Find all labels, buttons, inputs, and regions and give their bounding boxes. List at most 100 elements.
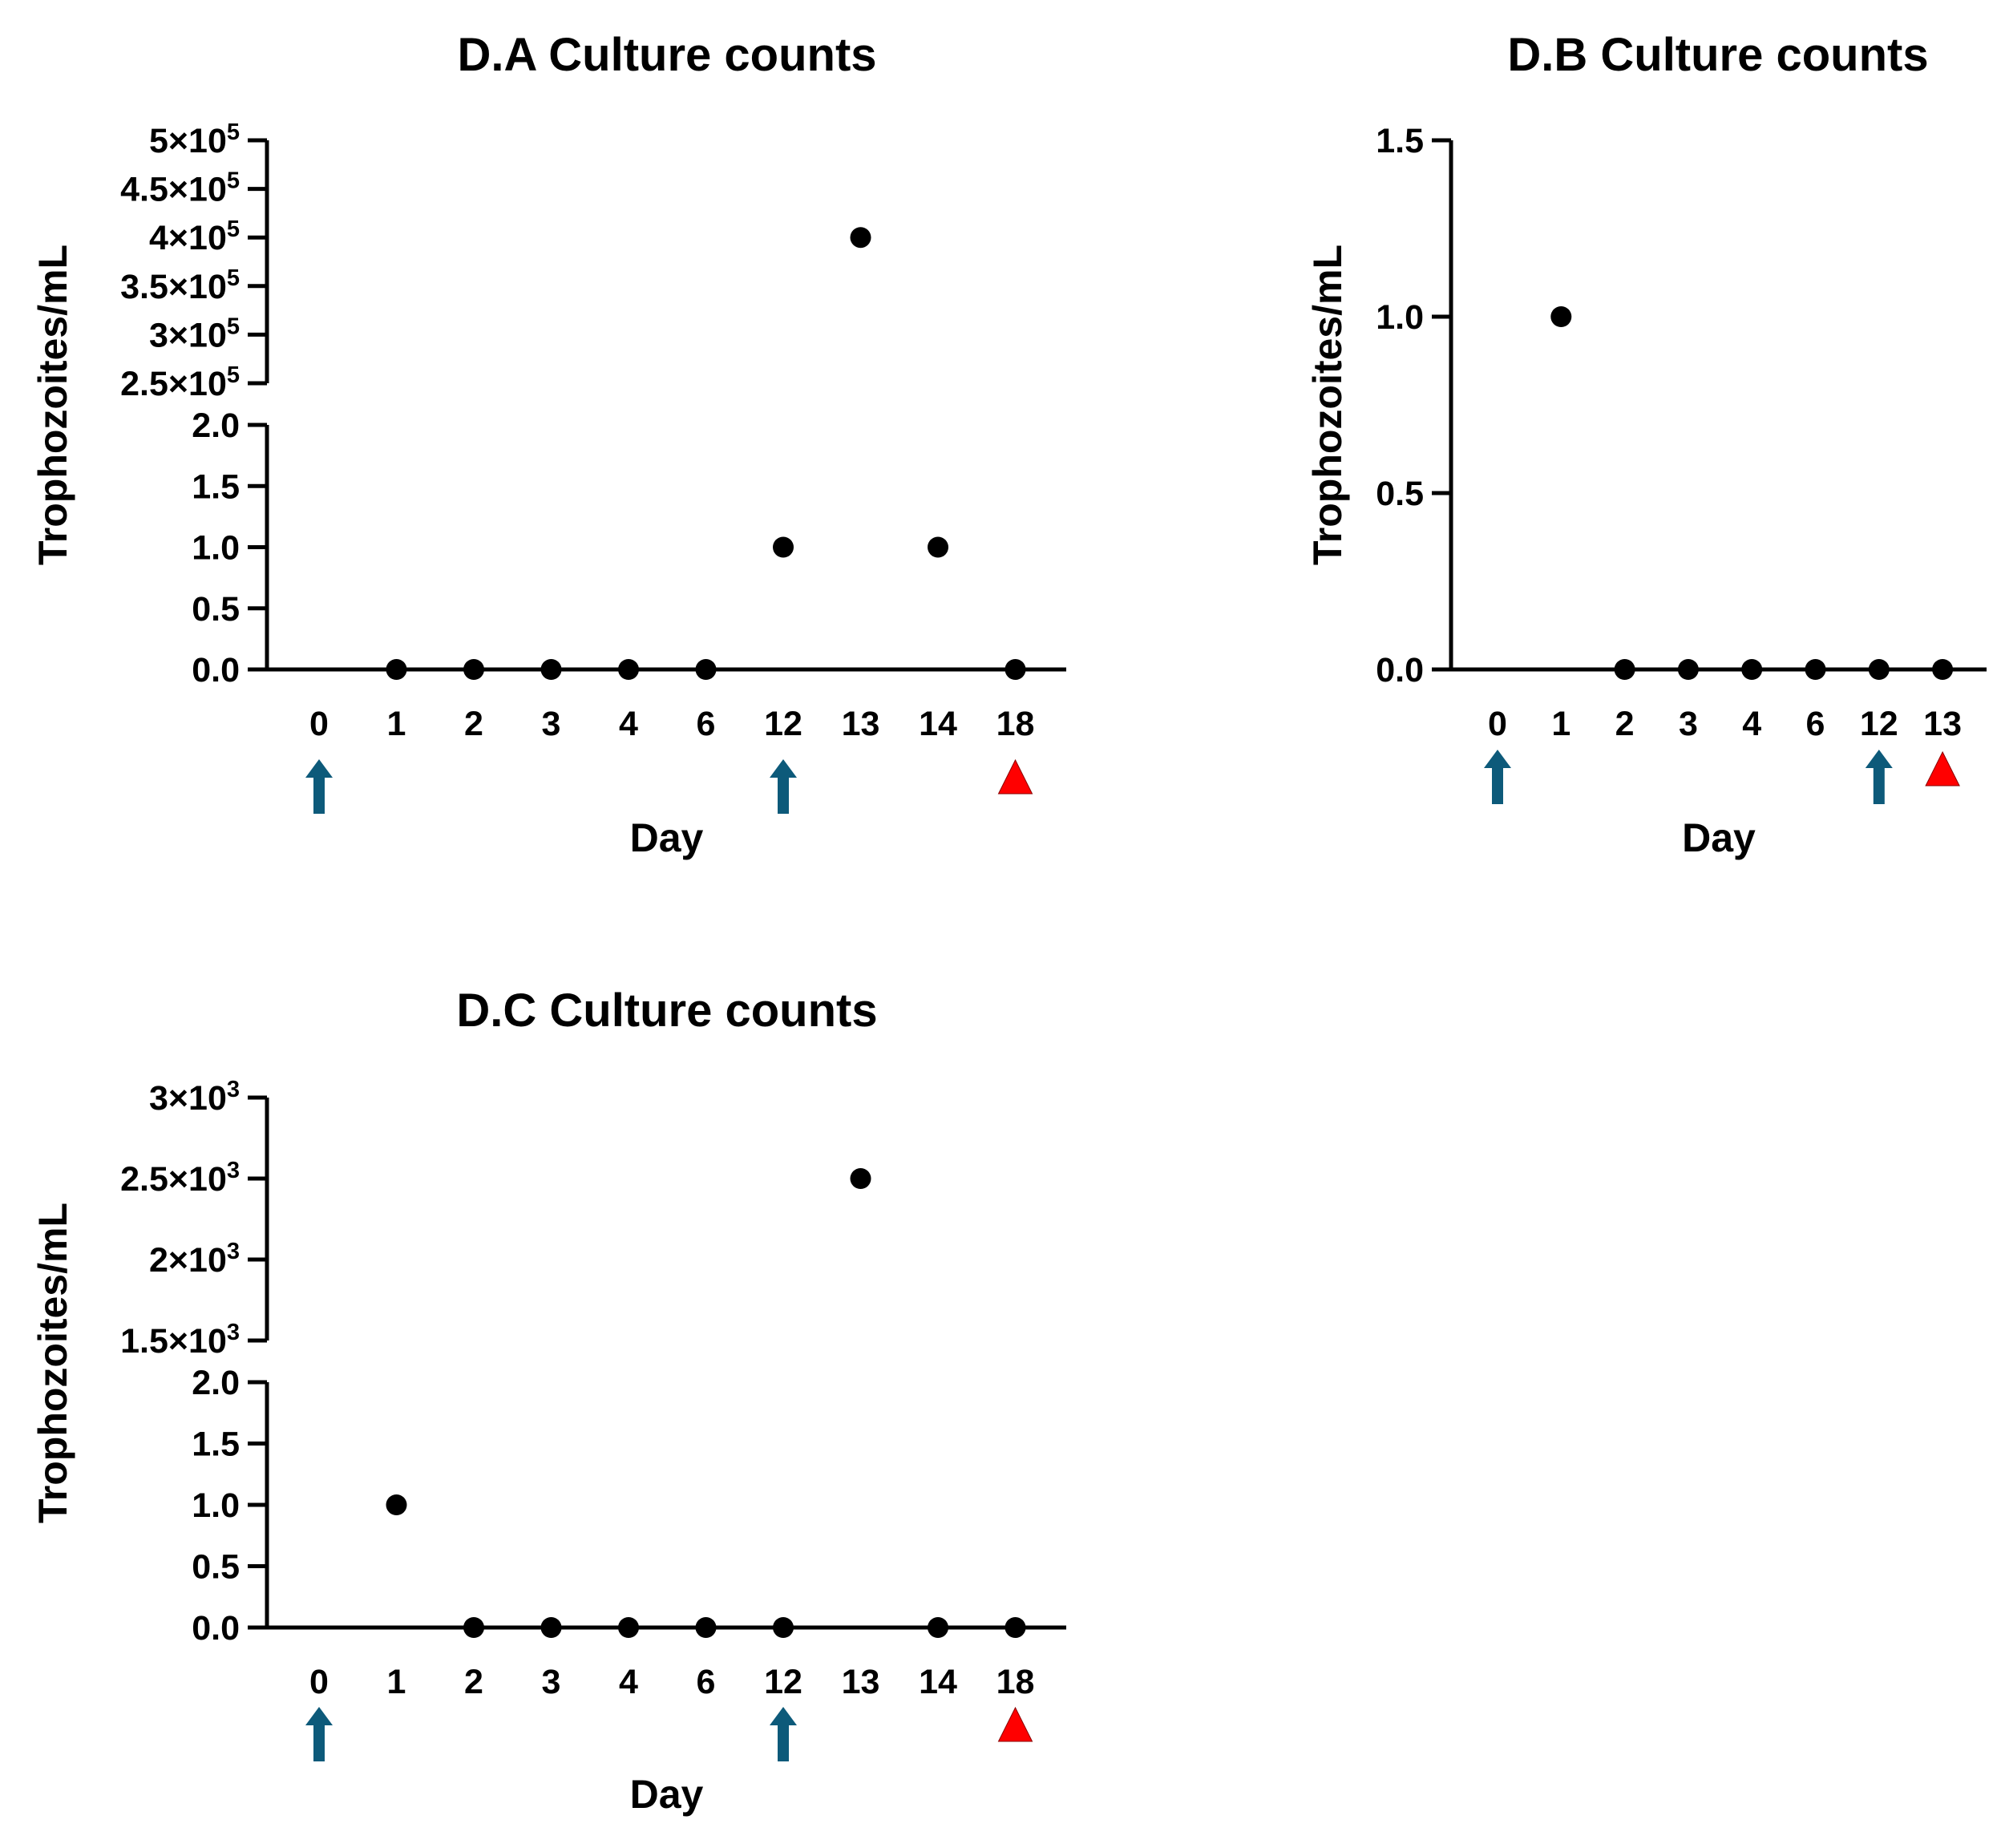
x-tick-label: 12 <box>764 705 802 743</box>
x-tick-label: 3 <box>542 705 561 743</box>
x-tick-label: 6 <box>697 1663 716 1701</box>
data-point <box>540 1617 562 1638</box>
data-point <box>1741 659 1763 680</box>
up-arrow-icon <box>770 1707 797 1761</box>
chart-title: D.A Culture counts <box>457 29 876 81</box>
y-tick-label: 3×105 <box>149 313 240 354</box>
y-tick-label: 0.5 <box>1376 475 1424 513</box>
data-point <box>773 1617 794 1638</box>
y-tick-exponent: 3 <box>227 1158 240 1183</box>
y-tick-label: 2.5×103 <box>120 1158 240 1199</box>
data-point <box>1005 659 1026 680</box>
y-tick-mantissa: 3×10 <box>149 1079 227 1118</box>
x-axis-label: Day <box>630 815 704 860</box>
x-tick-label: 4 <box>1742 705 1761 743</box>
red-triangle-icon <box>997 1706 1033 1742</box>
data-point <box>1868 659 1890 680</box>
up-arrow-icon <box>305 759 333 814</box>
y-tick-mantissa: 3.5×10 <box>120 268 227 306</box>
up-arrow-icon <box>770 759 797 814</box>
x-tick-label: 3 <box>1679 705 1698 743</box>
data-point <box>1677 659 1699 680</box>
y-tick-label: 1.5 <box>192 1425 240 1464</box>
x-tick-label: 2 <box>464 705 483 743</box>
y-tick-mantissa: 2×10 <box>149 1241 227 1280</box>
x-tick-label: 12 <box>764 1663 802 1701</box>
y-tick-label: 3.5×105 <box>120 265 240 306</box>
data-point <box>928 536 948 558</box>
up-arrow-icon <box>1865 750 1893 804</box>
y-tick-label: 1.5×103 <box>120 1320 240 1361</box>
y-tick-mantissa: 2.5×10 <box>120 365 227 403</box>
y-tick-exponent: 5 <box>227 168 240 194</box>
y-tick-label: 0.5 <box>192 1548 240 1587</box>
y-tick-label: 5×105 <box>149 119 240 160</box>
data-point <box>386 1494 407 1515</box>
x-tick-label: 13 <box>1923 705 1962 743</box>
chart-panel-1: D.B Culture counts Trophozoites/mL 0.0 0.5 1… <box>1305 29 1987 860</box>
y-tick-exponent: 5 <box>227 119 240 145</box>
y-tick-mantissa: 4×10 <box>149 219 227 257</box>
y-tick-label: 3×103 <box>149 1077 240 1118</box>
x-tick-label: 6 <box>1806 705 1825 743</box>
y-tick-label: 1.0 <box>192 529 240 568</box>
up-arrow-icon <box>305 1707 333 1761</box>
y-tick-label: 0.0 <box>1376 651 1424 689</box>
y-tick-mantissa: 1.5×10 <box>120 1322 227 1361</box>
x-tick-label: 4 <box>619 1663 638 1701</box>
chart-title: D.B Culture counts <box>1507 29 1928 81</box>
y-tick-label: 1.5 <box>1376 122 1424 160</box>
y-axis-label: Trophozoites/mL <box>1305 245 1350 565</box>
x-tick-label: 1 <box>1551 705 1570 743</box>
data-point <box>618 1617 639 1638</box>
y-tick-label: 4.5×105 <box>120 168 240 209</box>
data-point <box>618 659 639 680</box>
x-tick-label: 2 <box>464 1663 483 1701</box>
y-tick-label: 0.5 <box>192 590 240 629</box>
y-tick-exponent: 5 <box>227 362 240 388</box>
x-tick-label: 6 <box>697 705 716 743</box>
x-tick-label: 14 <box>919 705 957 743</box>
y-tick-exponent: 5 <box>227 216 240 242</box>
data-point <box>1550 306 1572 327</box>
y-tick-label: 4×105 <box>149 216 240 257</box>
data-point <box>850 1168 871 1189</box>
x-tick-label: 12 <box>1860 705 1898 743</box>
x-tick-label: 18 <box>996 705 1035 743</box>
x-tick-label: 13 <box>842 1663 880 1701</box>
x-tick-label: 4 <box>619 705 638 743</box>
y-tick-label: 1.5 <box>192 467 240 506</box>
red-triangle-icon <box>1925 750 1960 787</box>
y-tick-exponent: 5 <box>227 313 240 339</box>
x-tick-label: 18 <box>996 1663 1035 1701</box>
red-triangle-icon <box>997 758 1033 795</box>
y-tick-exponent: 3 <box>227 1077 240 1102</box>
y-tick-label: 1.0 <box>1376 298 1424 337</box>
data-point <box>928 1617 948 1638</box>
y-tick-mantissa: 2.5×10 <box>120 1160 227 1199</box>
y-axis-label: Trophozoites/mL <box>30 245 75 565</box>
y-tick-mantissa: 4.5×10 <box>120 171 227 209</box>
x-tick-label: 0 <box>1488 705 1507 743</box>
x-tick-label: 3 <box>542 1663 561 1701</box>
x-tick-label: 1 <box>387 705 406 743</box>
x-tick-label: 13 <box>842 705 880 743</box>
x-tick-label: 0 <box>309 1663 329 1701</box>
data-point <box>1614 659 1635 680</box>
data-point <box>1932 659 1954 680</box>
chart-panel-2: D.C Culture counts Trophozoites/mL 0.0 0.5 1… <box>30 985 1066 1817</box>
data-point <box>695 1617 717 1638</box>
y-tick-exponent: 3 <box>227 1320 240 1345</box>
up-arrow-icon <box>1484 750 1511 804</box>
y-tick-exponent: 3 <box>227 1239 240 1264</box>
data-point <box>695 659 717 680</box>
y-tick-label: 2.5×105 <box>120 362 240 403</box>
y-tick-label: 2.0 <box>192 1364 240 1402</box>
x-tick-label: 0 <box>309 705 329 743</box>
data-point <box>1005 1617 1026 1638</box>
data-point <box>850 227 871 249</box>
y-axis-label: Trophozoites/mL <box>30 1203 75 1523</box>
chart-title: D.C Culture counts <box>456 985 877 1037</box>
